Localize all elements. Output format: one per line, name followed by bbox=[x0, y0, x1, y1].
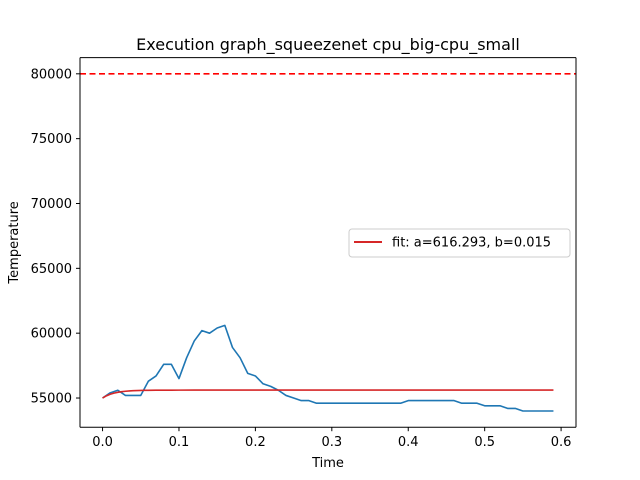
x-axis-label: Time bbox=[311, 456, 344, 471]
x-tick-label: 0.6 bbox=[551, 435, 572, 450]
y-tick-label: 60000 bbox=[31, 327, 72, 342]
legend: fit: a=616.293, b=0.015 bbox=[348, 228, 571, 258]
y-axis-label: Temperature bbox=[7, 201, 22, 284]
x-tick-label: 0.2 bbox=[245, 435, 266, 450]
x-tick-label: 0.5 bbox=[474, 435, 495, 450]
y-axis: 55000 60000 65000 70000 75000 80000 bbox=[31, 67, 80, 407]
legend-label-fit: fit: a=616.293, b=0.015 bbox=[392, 236, 551, 251]
chart-title: Execution graph_squeezenet cpu_big-cpu_s… bbox=[136, 35, 520, 55]
y-tick-label: 70000 bbox=[31, 197, 72, 212]
y-tick-label: 65000 bbox=[31, 262, 72, 277]
axes-frame bbox=[79, 57, 577, 428]
x-axis: 0.0 0.1 0.2 0.3 0.4 0.5 0.6 bbox=[92, 427, 571, 450]
series-layer bbox=[102, 324, 554, 412]
series-line-fit bbox=[102, 389, 554, 399]
x-tick-label: 0.4 bbox=[398, 435, 419, 450]
x-tick-label: 0.1 bbox=[169, 435, 190, 450]
x-tick-label: 0.3 bbox=[321, 435, 342, 450]
y-tick-label: 55000 bbox=[31, 392, 72, 407]
series-line-measured bbox=[102, 324, 554, 412]
legend-box bbox=[348, 228, 571, 258]
y-tick-label: 75000 bbox=[31, 132, 72, 147]
y-tick-label: 80000 bbox=[31, 67, 72, 82]
x-tick-label: 0.0 bbox=[92, 435, 113, 450]
